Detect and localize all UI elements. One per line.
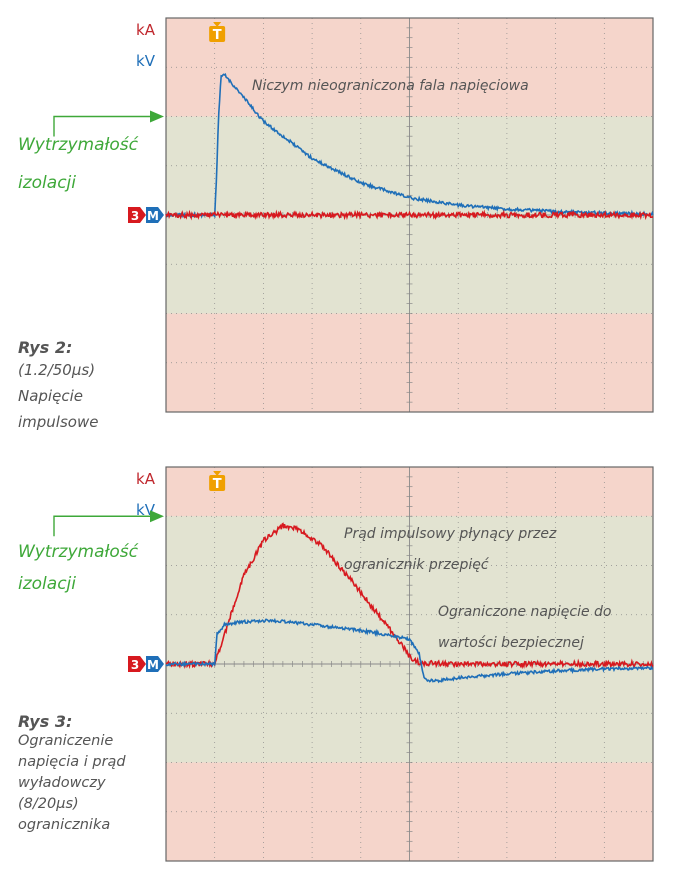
insulation-level-arrow-line [53, 515, 152, 537]
trigger-marker-label: T [213, 477, 222, 492]
trigger-marker-label: T [213, 28, 222, 43]
caption-line: napięcia i prąd [18, 754, 126, 770]
caption-line: impulsowe [18, 413, 99, 431]
trace-kv [165, 617, 653, 684]
trigger-marker-pointer [213, 471, 222, 476]
caption-line: Ograniczenie [18, 733, 114, 749]
channel-label-ka: kA [136, 470, 156, 488]
insulation-level-label: izolacji [18, 574, 76, 594]
caption-line: ogranicznika [18, 817, 111, 833]
channel-marker-3-icon [128, 207, 146, 223]
caption-title: Rys 2: [18, 338, 73, 357]
channel-label-kv: kV [136, 52, 156, 70]
trace-annotation: Ograniczone napięcie do [438, 604, 612, 620]
plot-border [165, 466, 654, 862]
trace-annotation: Niczym nieograniczona fala napięciowa [252, 78, 529, 94]
channel-marker-3-icon [128, 656, 146, 672]
channel-marker-m-icon [146, 207, 164, 223]
insulation-level-label: Wytrzymałość [18, 135, 139, 155]
trace-ka [165, 522, 654, 670]
insulation-level-arrow-line [53, 115, 152, 137]
caption-line: Napięcie [18, 387, 83, 405]
channel-marker-m-label: M [147, 658, 159, 672]
channel-marker-3-label: 3 [131, 658, 139, 672]
trace-annotation: ogranicznik przepięć [344, 557, 490, 573]
caption-line: (8/20µs) [18, 796, 79, 812]
trigger-marker-pointer [213, 22, 222, 27]
channel-label-ka: kA [136, 21, 156, 39]
trigger-marker-icon [209, 26, 226, 42]
channel-marker-3-label: 3 [131, 209, 139, 223]
insulation-level-label: izolacji [18, 173, 76, 193]
trace-annotation: wartości bezpiecznej [438, 635, 584, 651]
insulation-level-label: Wytrzymałość [18, 542, 139, 562]
trace-annotation: Prąd impulsowy płynący przez [344, 526, 557, 542]
caption-line: (1.2/50µs) [18, 361, 96, 379]
trigger-marker-icon [209, 475, 226, 491]
caption-rys-3: Rys 3: Ograniczenie napięcia i prąd wyła… [18, 712, 126, 836]
channel-marker-m-label: M [147, 209, 159, 223]
insulation-level-arrowhead [150, 110, 164, 123]
caption-title: Rys 3: [18, 712, 73, 731]
trace-ka [165, 209, 654, 221]
trace-kv [165, 73, 654, 219]
insulation-level-arrowhead [150, 510, 164, 523]
caption-line: wyładowczy [18, 775, 106, 791]
caption-rys-2: Rys 2: (1.2/50µs) Napięcie impulsowe [18, 338, 98, 435]
channel-marker-m-icon [146, 656, 164, 672]
